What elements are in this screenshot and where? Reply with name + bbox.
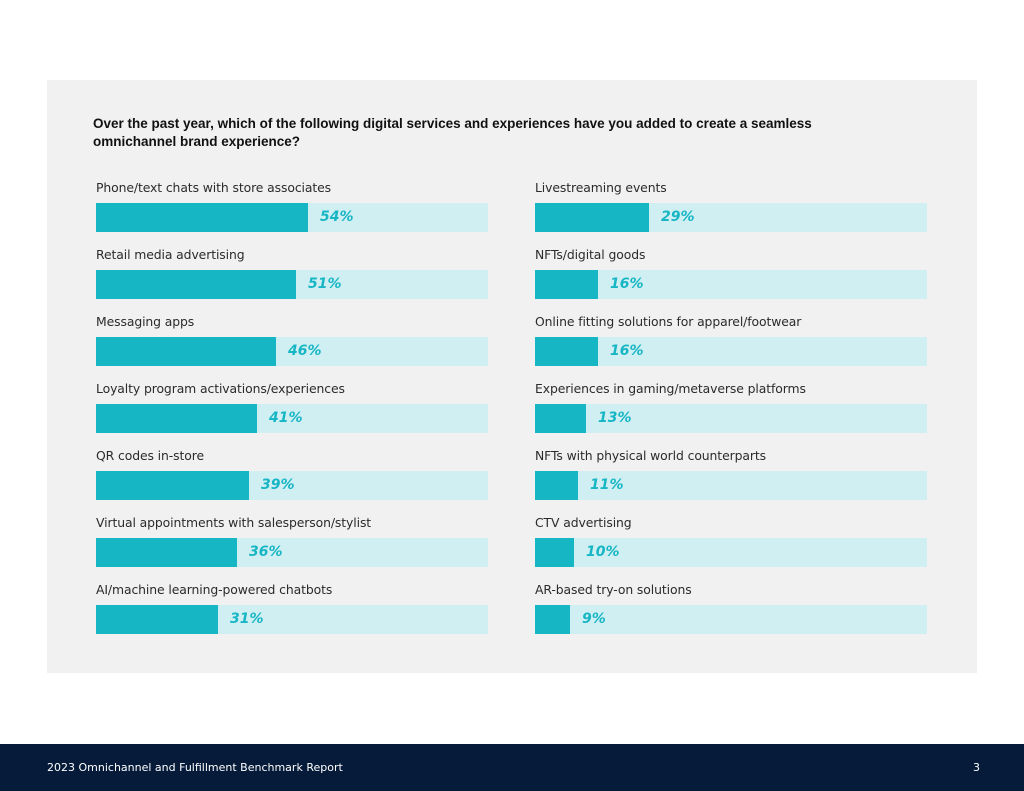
bar-item: AR-based try-on solutions 9% [535, 582, 927, 642]
bar-category-label: NFTs with physical world counterparts [535, 448, 766, 463]
bar-value-label: 31% [230, 611, 264, 627]
bar-track: 11% [535, 471, 927, 500]
bar-item: NFTs with physical world counterparts 11% [535, 448, 927, 508]
bar-track: 51% [96, 270, 488, 299]
bar-category-label: QR codes in-store [96, 448, 204, 463]
bar-track: 16% [535, 337, 927, 366]
bar-category-label: Loyalty program activations/experiences [96, 381, 345, 396]
bar-value-label: 39% [261, 477, 295, 493]
bar-fill [535, 605, 570, 634]
bar-fill [96, 538, 237, 567]
bar-item: Online fitting solutions for apparel/foo… [535, 314, 927, 374]
bar-item: CTV advertising 10% [535, 515, 927, 575]
bar-value-label: 41% [269, 410, 303, 426]
bar-category-label: NFTs/digital goods [535, 247, 646, 262]
bar-value-label: 10% [586, 544, 620, 560]
bar-track: 54% [96, 203, 488, 232]
bar-item: QR codes in-store 39% [96, 448, 488, 508]
bar-item: Messaging apps 46% [96, 314, 488, 374]
bar-category-label: Livestreaming events [535, 180, 667, 195]
bar-fill [96, 471, 249, 500]
bar-value-label: 16% [610, 276, 644, 292]
bar-item: NFTs/digital goods 16% [535, 247, 927, 307]
bar-value-label: 9% [582, 611, 606, 627]
bar-category-label: CTV advertising [535, 515, 632, 530]
bar-category-label: AR-based try-on solutions [535, 582, 692, 597]
bar-fill [535, 538, 574, 567]
bar-track: 16% [535, 270, 927, 299]
bar-track: 41% [96, 404, 488, 433]
bar-value-label: 36% [249, 544, 283, 560]
bar-category-label: Experiences in gaming/metaverse platform… [535, 381, 806, 396]
bar-fill [535, 203, 649, 232]
bar-track: 10% [535, 538, 927, 567]
bar-item: Phone/text chats with store associates 54… [96, 180, 488, 240]
bar-item: Virtual appointments with salesperson/st… [96, 515, 488, 575]
bar-item: Retail media advertising 51% [96, 247, 488, 307]
bar-fill [535, 404, 586, 433]
bar-value-label: 54% [320, 209, 354, 225]
report-title: 2023 Omnichannel and Fulfillment Benchma… [47, 761, 343, 774]
bar-value-label: 13% [598, 410, 632, 426]
page-number: 3 [973, 761, 980, 774]
bar-fill [96, 203, 308, 232]
bar-track: 13% [535, 404, 927, 433]
survey-panel: Over the past year, which of the followi… [47, 80, 977, 673]
bar-value-label: 46% [288, 343, 322, 359]
bar-fill [535, 270, 598, 299]
bar-fill [96, 404, 257, 433]
bar-fill [535, 471, 578, 500]
bar-item: Loyalty program activations/experiences 4… [96, 381, 488, 441]
bar-track: 31% [96, 605, 488, 634]
bar-category-label: Online fitting solutions for apparel/foo… [535, 314, 802, 329]
bar-value-label: 11% [590, 477, 624, 493]
bar-category-label: Messaging apps [96, 314, 195, 329]
bar-track: 36% [96, 538, 488, 567]
bar-fill [535, 337, 598, 366]
survey-question: Over the past year, which of the followi… [93, 116, 812, 149]
bar-item: AI/machine learning-powered chatbots 31% [96, 582, 488, 642]
bar-category-label: AI/machine learning-powered chatbots [96, 582, 333, 597]
bar-fill [96, 337, 276, 366]
bar-value-label: 51% [308, 276, 342, 292]
bar-category-label: Virtual appointments with salesperson/st… [96, 515, 372, 530]
bar-track: 9% [535, 605, 927, 634]
bar-track: 46% [96, 337, 488, 366]
bar-item: Livestreaming events 29% [535, 180, 927, 240]
page-footer: 2023 Omnichannel and Fulfillment Benchma… [0, 744, 1024, 791]
bar-item: Experiences in gaming/metaverse platform… [535, 381, 927, 441]
bar-fill [96, 270, 296, 299]
bar-category-label: Phone/text chats with store associates [96, 180, 332, 195]
bar-category-label: Retail media advertising [96, 247, 245, 262]
bar-value-label: 16% [610, 343, 644, 359]
bar-track: 39% [96, 471, 488, 500]
bar-value-label: 29% [661, 209, 695, 225]
bar-track: 29% [535, 203, 927, 232]
bar-fill [96, 605, 218, 634]
